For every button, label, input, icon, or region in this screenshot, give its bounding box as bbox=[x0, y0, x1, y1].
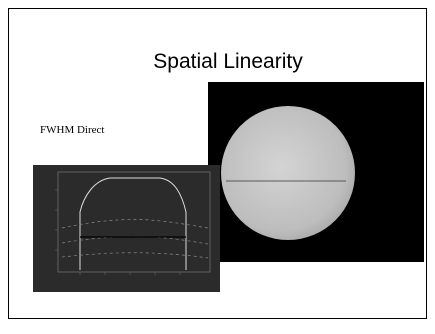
plot-background bbox=[33, 165, 220, 292]
phantom-image bbox=[208, 82, 424, 262]
slide-title: Spatial Linearity bbox=[153, 50, 303, 73]
phantom-disc bbox=[221, 106, 355, 240]
caption: FWHM Direct bbox=[40, 124, 104, 136]
slide: Spatial Linearity FWHM Direct bbox=[0, 0, 435, 329]
profile-plot-image bbox=[33, 165, 220, 292]
